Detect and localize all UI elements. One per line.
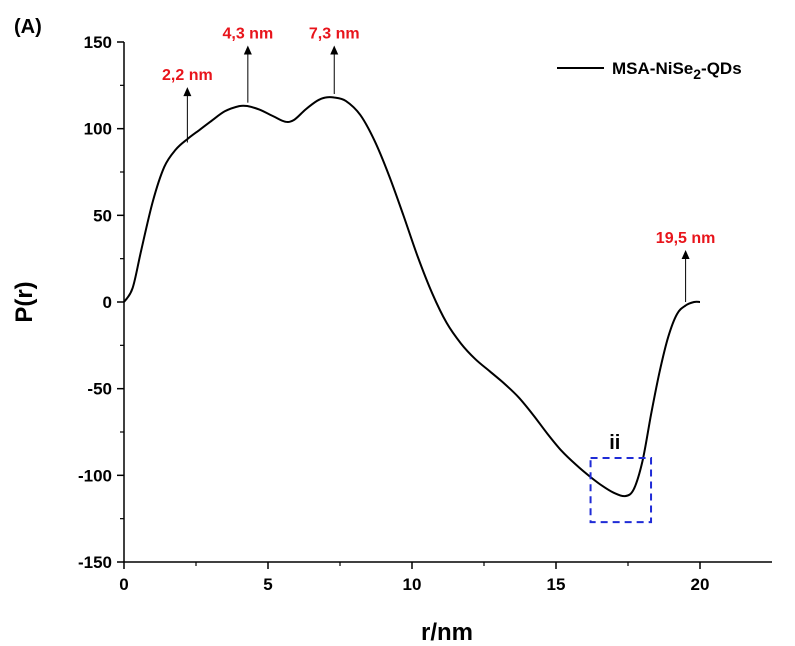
annotation-arrow-head [243, 45, 252, 55]
annotation-arrow-head [183, 87, 192, 97]
region-ii: ii [589, 432, 653, 524]
x-tick-label: 15 [547, 575, 566, 594]
axes [123, 42, 772, 563]
y-tick-label: -100 [78, 466, 112, 485]
y-axis-title: P(r) [11, 281, 38, 322]
tick-marks [117, 41, 701, 569]
x-tick-label: 5 [263, 575, 272, 594]
x-tick-label: 10 [403, 575, 422, 594]
x-axis-title: r/nm [421, 619, 473, 646]
annotation-label: 4,3 nm [222, 25, 273, 42]
annotation-label: 19,5 nm [656, 230, 716, 247]
annotation-label: 7,3 nm [309, 25, 360, 42]
y-tick-label: 0 [103, 293, 112, 312]
legend-label: MSA-NiSe2-QDs [612, 59, 742, 82]
y-tick-label: 100 [84, 120, 112, 139]
region-label: ii [609, 432, 620, 454]
y-tick-label: -50 [87, 380, 112, 399]
annotation-arrow-head [330, 45, 339, 55]
peak-annotations: 2,2 nm 4,3 nm 7,3 nm 19,5 nm [162, 25, 715, 302]
legend-label-main: MSA-NiSe [612, 59, 693, 78]
peak-annotation: 7,3 nm [309, 25, 360, 94]
legend-label-suffix: -QDs [701, 59, 742, 78]
peak-annotation: 19,5 nm [656, 230, 716, 302]
y-tick-label: 50 [93, 206, 112, 225]
region-box [589, 457, 653, 524]
y-tick-label: 150 [84, 33, 112, 52]
legend-label-subscript: 2 [693, 66, 701, 82]
legend: MSA-NiSe2-QDs [557, 59, 742, 82]
annotation-label: 2,2 nm [162, 67, 213, 84]
panel-label: (A) [14, 16, 42, 38]
peak-annotation: 2,2 nm [162, 67, 213, 143]
x-tick-label: 0 [119, 575, 128, 594]
peak-annotation: 4,3 nm [222, 25, 273, 103]
series-line-msa-nise2-qds [123, 96, 701, 498]
tick-labels: 0 5 10 15 20 -150 -100 -50 0 50 100 150 [78, 33, 709, 594]
annotation-arrow-head [681, 250, 690, 259]
y-tick-label: -150 [78, 553, 112, 572]
x-tick-label: 20 [691, 575, 710, 594]
